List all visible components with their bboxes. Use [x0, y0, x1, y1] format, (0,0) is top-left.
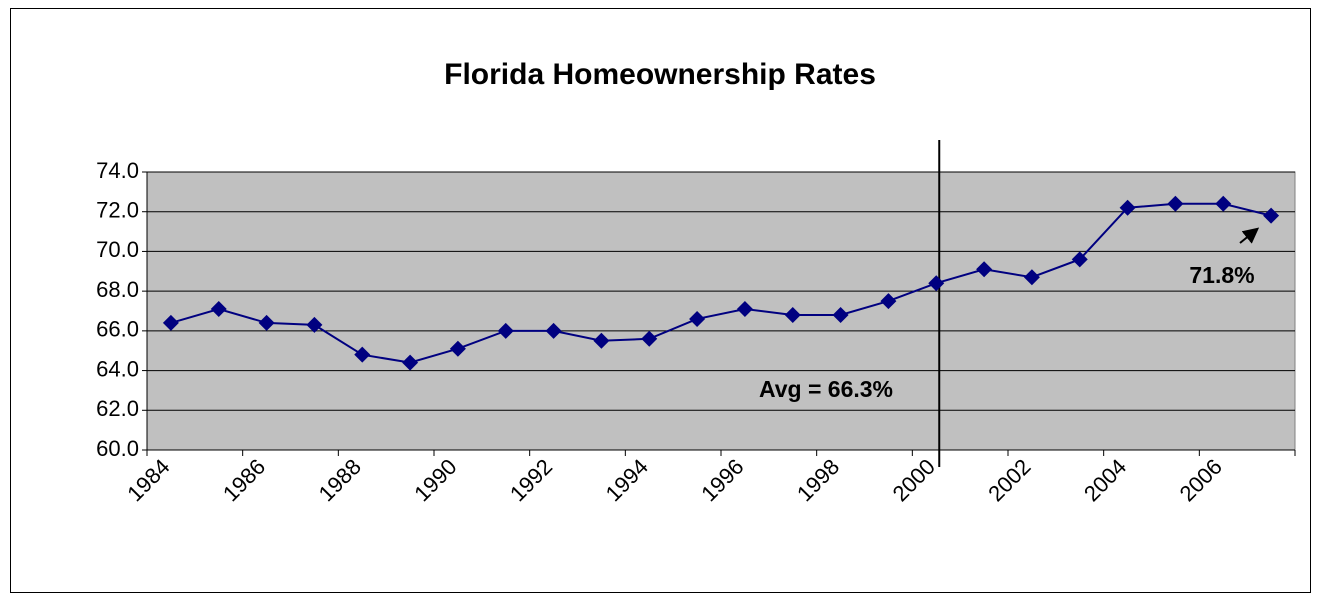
data-point	[402, 354, 419, 371]
data-point	[928, 275, 945, 292]
y-tick-label: 62.0	[96, 396, 139, 421]
y-tick-label: 66.0	[96, 317, 139, 342]
annotation: 71.8%	[1189, 262, 1254, 288]
y-tick-label: 72.0	[96, 198, 139, 223]
data-point	[880, 293, 897, 310]
data-point	[1071, 251, 1088, 268]
chart-title: Florida Homeownership Rates	[444, 58, 876, 91]
data-point	[449, 340, 466, 357]
annotation-arrow	[1239, 227, 1260, 244]
data-point	[497, 322, 514, 339]
data-point	[162, 314, 179, 331]
data-point	[306, 316, 323, 333]
y-tick-label: 68.0	[96, 277, 139, 302]
data-point	[545, 322, 562, 339]
annotation: Avg = 66.3%	[759, 376, 893, 402]
plot-area	[146, 171, 1296, 451]
data-point	[258, 314, 275, 331]
data-point	[736, 301, 753, 318]
data-point	[210, 301, 227, 318]
data-point	[689, 310, 706, 327]
data-point	[1263, 207, 1280, 224]
y-tick-label: 74.0	[96, 158, 139, 183]
data-point	[641, 330, 658, 347]
y-tick-label: 64.0	[96, 356, 139, 381]
data-point	[354, 346, 371, 363]
data-line	[170, 202, 1272, 364]
data-point	[976, 261, 993, 278]
data-point	[784, 306, 801, 323]
data-point	[1215, 195, 1232, 212]
data-point	[1167, 195, 1184, 212]
data-point	[593, 332, 610, 349]
y-tick-label: 60.0	[96, 436, 139, 461]
data-point	[1119, 199, 1136, 216]
data-point	[832, 306, 849, 323]
data-point	[1023, 269, 1040, 286]
y-tick-label: 70.0	[96, 237, 139, 262]
